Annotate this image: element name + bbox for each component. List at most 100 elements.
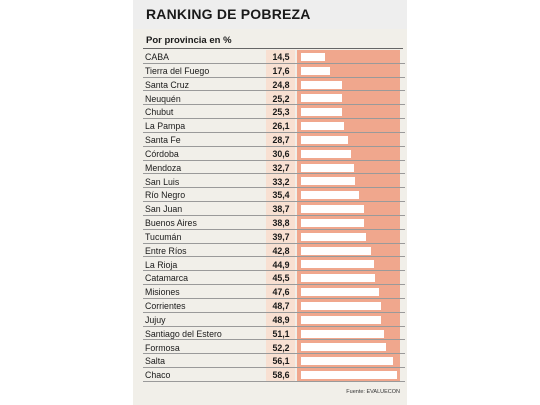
value-label: 44,9 [272, 259, 290, 270]
value-label: 17,6 [272, 65, 290, 76]
value-label: 25,3 [272, 107, 290, 118]
value-label: 51,1 [272, 328, 290, 339]
bar [301, 357, 393, 366]
value-label: 25,2 [272, 93, 290, 104]
bar [301, 94, 343, 103]
value-label: 39,7 [272, 231, 290, 242]
province-label: Misiones [145, 287, 180, 298]
table-row: Corrientes 48,7 [143, 299, 405, 313]
bar [301, 163, 355, 172]
table-row: Misiones 47,6 [143, 285, 405, 299]
table-row: Jujuy 48,9 [143, 313, 405, 327]
province-label: Tucumán [145, 231, 182, 242]
bar [301, 177, 356, 186]
province-label: Salta [145, 356, 166, 367]
bar [301, 205, 365, 214]
province-label: Corrientes [145, 301, 186, 311]
value-label: 26,1 [272, 121, 290, 132]
bar [301, 315, 381, 324]
bar-panel [297, 50, 400, 382]
bar [301, 108, 343, 117]
bar [301, 122, 344, 131]
table-row: Santa Cruz 24,8 [143, 78, 405, 92]
province-label: Chaco [145, 370, 171, 381]
table-row: Neuquén 25,2 [143, 92, 405, 106]
province-label: Neuquén [145, 93, 181, 104]
value-column [266, 50, 295, 382]
value-label: 14,5 [272, 52, 290, 62]
value-label: 56,1 [272, 356, 290, 367]
province-label: Santa Cruz [145, 79, 190, 90]
bar [301, 232, 366, 241]
value-label: 42,8 [272, 245, 290, 256]
chart-title: RANKING DE POBREZA [146, 6, 311, 22]
province-label: CABA [145, 52, 169, 62]
province-label: Entre Ríos [145, 245, 187, 256]
value-label: 48,7 [272, 301, 290, 311]
value-label: 48,9 [272, 314, 290, 325]
value-label: 30,6 [272, 148, 290, 159]
value-label: 24,8 [272, 79, 290, 90]
table-row: San Juan 38,7 [143, 202, 405, 216]
value-label: 47,6 [272, 287, 290, 298]
province-label: Santa Fe [145, 135, 181, 145]
bar [301, 149, 351, 158]
bar [301, 246, 371, 255]
value-label: 35,4 [272, 190, 290, 201]
subtitle-rule [143, 48, 403, 49]
table-row: Santiago del Estero 51,1 [143, 327, 405, 341]
bar [301, 274, 376, 283]
bar [301, 191, 359, 200]
value-label: 38,7 [272, 204, 290, 215]
bar [301, 135, 348, 144]
province-label: La Rioja [145, 259, 178, 270]
bar [301, 301, 381, 310]
table-row: Río Negro 35,4 [143, 188, 405, 203]
table-row: Córdoba 30,6 [143, 147, 405, 161]
province-label: La Pampa [145, 121, 186, 132]
table-row: Entre Ríos 42,8 [143, 244, 405, 258]
value-label: 58,6 [272, 370, 290, 381]
province-label: Tierra del Fuego [145, 65, 210, 76]
table-row: La Rioja 44,9 [143, 258, 405, 272]
bar-area [297, 50, 400, 382]
province-label: San Luis [145, 176, 180, 187]
value-label: 52,2 [272, 342, 290, 353]
source-note: Fuente: EVALUECON [346, 389, 400, 395]
province-label: Mendoza [145, 162, 182, 173]
value-label: 38,8 [272, 218, 290, 228]
province-label: Chubut [145, 107, 174, 118]
value-label: 45,5 [272, 273, 290, 284]
chart-subtitle: Por provincia en % [146, 35, 232, 46]
province-label: Río Negro [145, 190, 186, 201]
table-row: Chubut 25,3 [143, 105, 405, 120]
value-label: 32,7 [272, 162, 290, 173]
table-row: Formosa 52,2 [143, 341, 405, 355]
province-label: Catamarca [145, 273, 189, 284]
table-row: Tucumán 39,7 [143, 230, 405, 244]
table-row: Salta 56,1 [143, 354, 405, 369]
table-row: Tierra del Fuego 17,6 [143, 64, 405, 78]
ranking-table: CABA 14,5 Tierra del Fuego 17,6 Santa Cruz 24… [143, 50, 405, 382]
bar [301, 371, 397, 380]
table-row: Chaco 58,6 [143, 368, 405, 382]
bar [301, 80, 342, 89]
province-label: Formosa [145, 342, 180, 353]
bar [301, 218, 365, 227]
bar [301, 288, 379, 297]
table-row: Santa Fe 28,7 [143, 133, 405, 147]
table-row: Buenos Aires 38,8 [143, 216, 405, 230]
province-label: San Juan [145, 204, 183, 215]
table-row: Mendoza 32,7 [143, 161, 405, 175]
table-row: San Luis 33,2 [143, 175, 405, 189]
bar [301, 66, 330, 75]
bar [301, 260, 375, 269]
bar [301, 52, 325, 61]
bar [301, 343, 387, 352]
province-label: Jujuy [145, 314, 166, 325]
title-bar [133, 0, 407, 29]
table-row: La Pampa 26,1 [143, 119, 405, 133]
value-label: 28,7 [272, 135, 290, 145]
table-row: CABA 14,5 [143, 50, 405, 64]
table-row: Catamarca 45,5 [143, 271, 405, 286]
